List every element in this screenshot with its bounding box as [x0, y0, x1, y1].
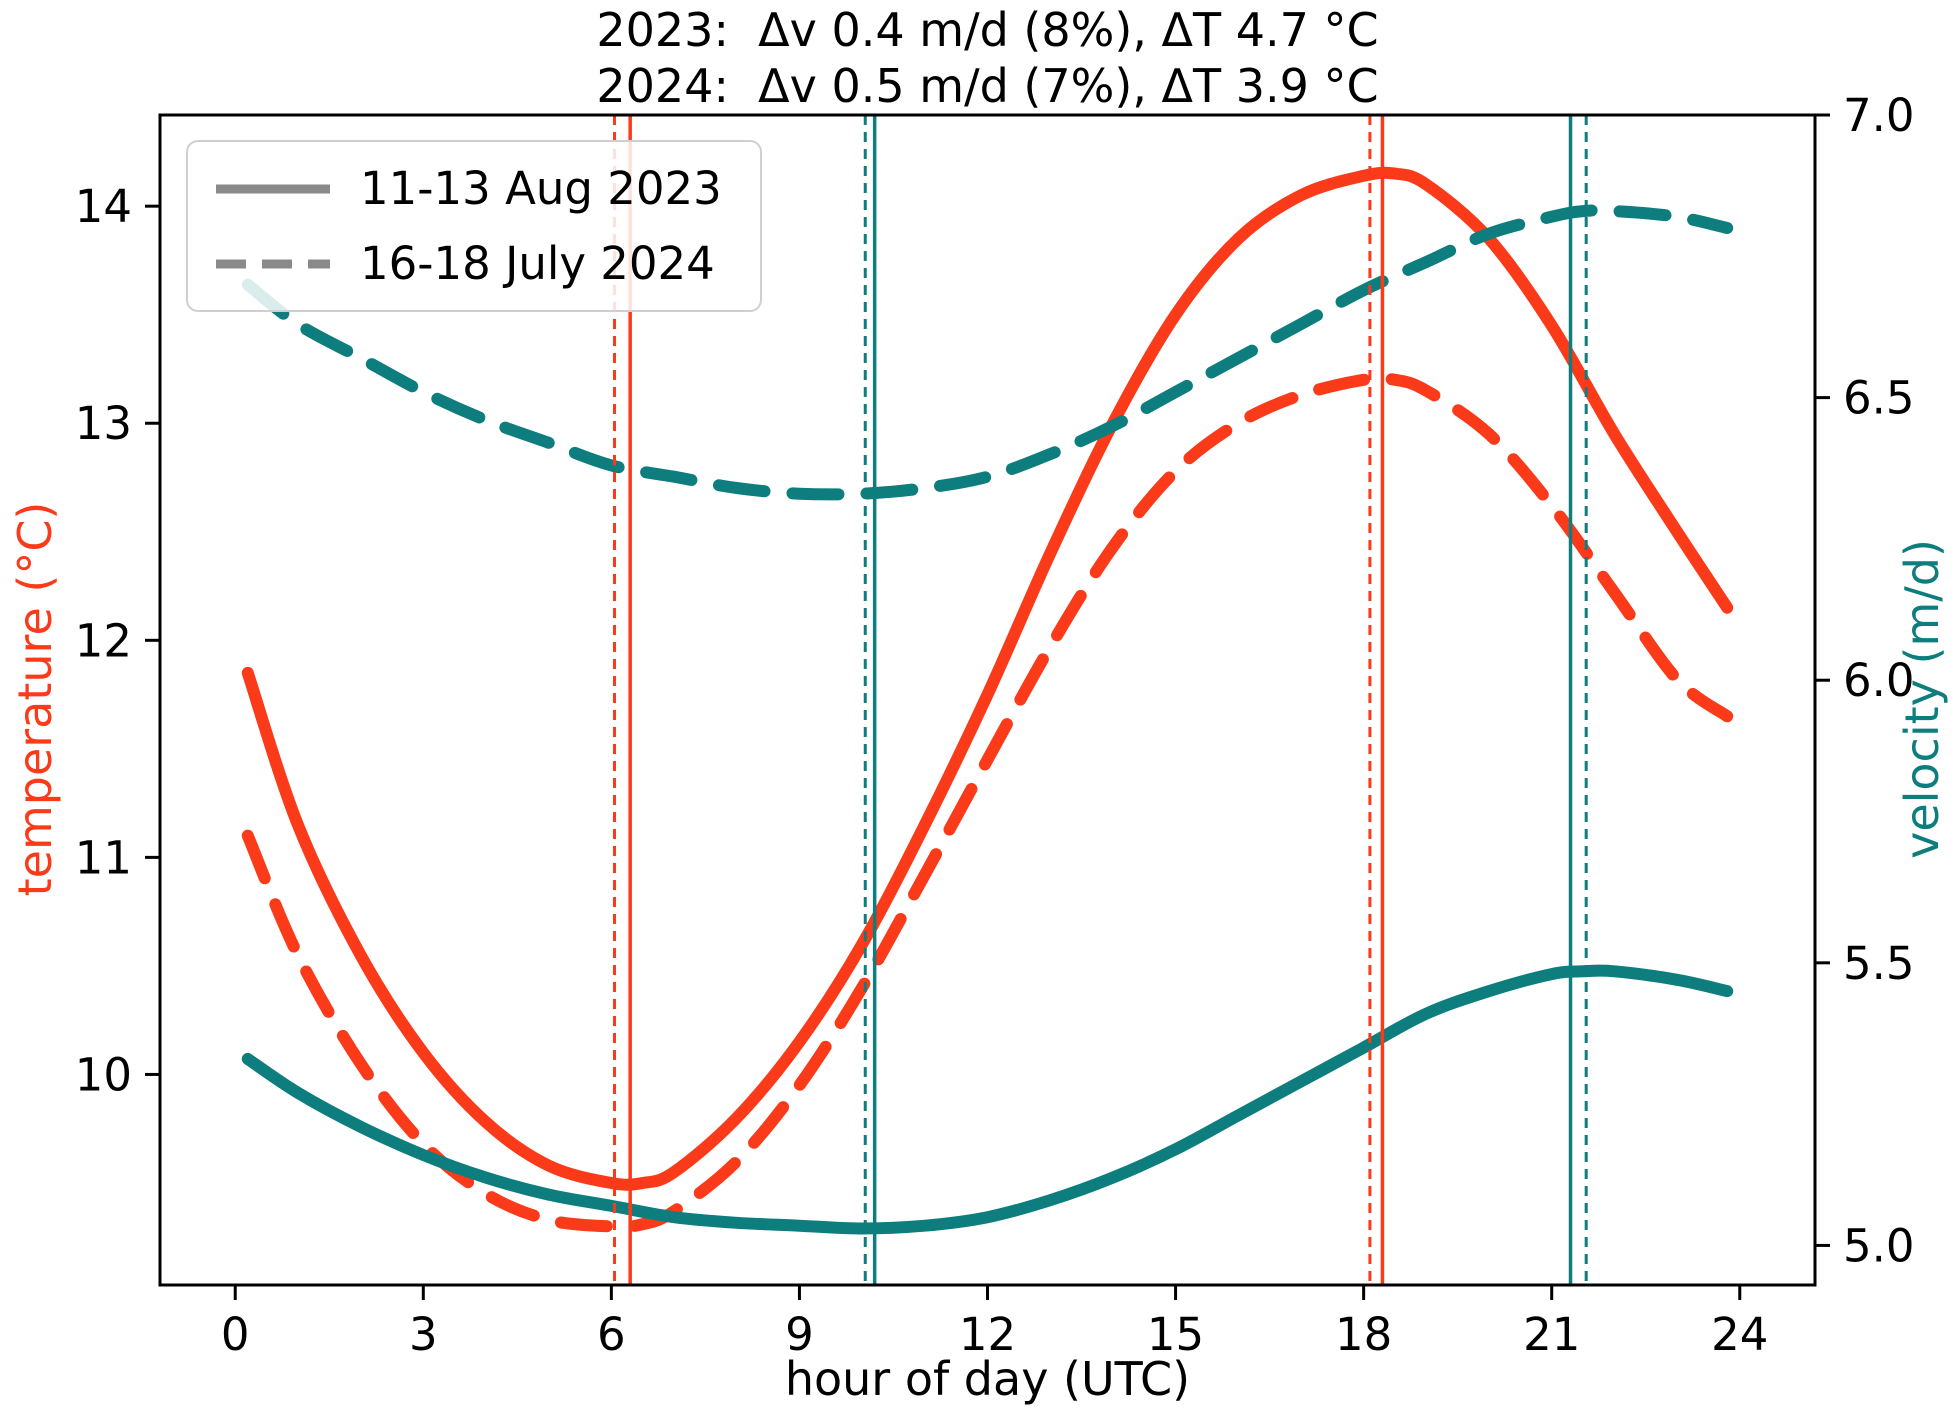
vel-tick-label: 6.0: [1843, 654, 1915, 707]
vel-tick-label: 7.0: [1843, 89, 1915, 142]
legend-entry-2024: 16-18 July 2024: [214, 237, 722, 290]
legend-dashed-line-icon: [216, 259, 330, 268]
temp-tick-label: 12: [75, 614, 132, 667]
legend-label-2024: 16-18 July 2024: [360, 237, 715, 290]
x-tick-label: 12: [959, 1308, 1016, 1361]
vel-tick-label: 5.5: [1843, 937, 1915, 990]
x-tick-label: 18: [1335, 1308, 1392, 1361]
y-axis-label-temperature: temperature (°C): [8, 501, 62, 897]
series-temperature-2024: [241, 372, 1734, 1233]
series-velocity-2023: [241, 964, 1734, 1235]
legend-label-2023: 11-13 Aug 2023: [360, 162, 722, 215]
x-tick-label: 9: [785, 1308, 814, 1361]
x-tick-label: 24: [1711, 1308, 1768, 1361]
legend-solid-line-icon: [216, 184, 330, 193]
vel-tick-label: 6.5: [1843, 372, 1915, 425]
series-velocity-2024: [241, 204, 1734, 501]
temp-tick-label: 10: [75, 1048, 132, 1101]
title-line-2023: 2023: Δv 0.4 m/d (8%), ΔT 4.7 °C: [596, 3, 1379, 57]
temp-tick-label: 11: [75, 831, 132, 884]
y-axis-label-velocity: velocity (m/d): [1895, 539, 1949, 859]
temp-tick-label: 13: [75, 397, 132, 450]
vel-tick-label: 5.0: [1843, 1219, 1915, 1272]
x-axis-label: hour of day (UTC): [784, 1352, 1191, 1406]
x-tick-label: 3: [409, 1308, 438, 1361]
x-tick-label: 0: [221, 1308, 250, 1361]
legend-entry-2023: 11-13 Aug 2023: [214, 162, 722, 215]
x-tick-label: 15: [1147, 1308, 1204, 1361]
title-line-2024: 2024: Δv 0.5 m/d (7%), ΔT 3.9 °C: [596, 59, 1379, 113]
legend: 11-13 Aug 2023 16-18 July 2024: [186, 140, 762, 312]
temp-tick-label: 14: [75, 180, 132, 233]
x-tick-label: 6: [597, 1308, 626, 1361]
x-tick-label: 21: [1523, 1308, 1580, 1361]
chart-title: 2023: Δv 0.4 m/d (8%), ΔT 4.7 °C 2024: Δ…: [160, 2, 1815, 114]
series-temperature-2023: [241, 166, 1734, 1191]
